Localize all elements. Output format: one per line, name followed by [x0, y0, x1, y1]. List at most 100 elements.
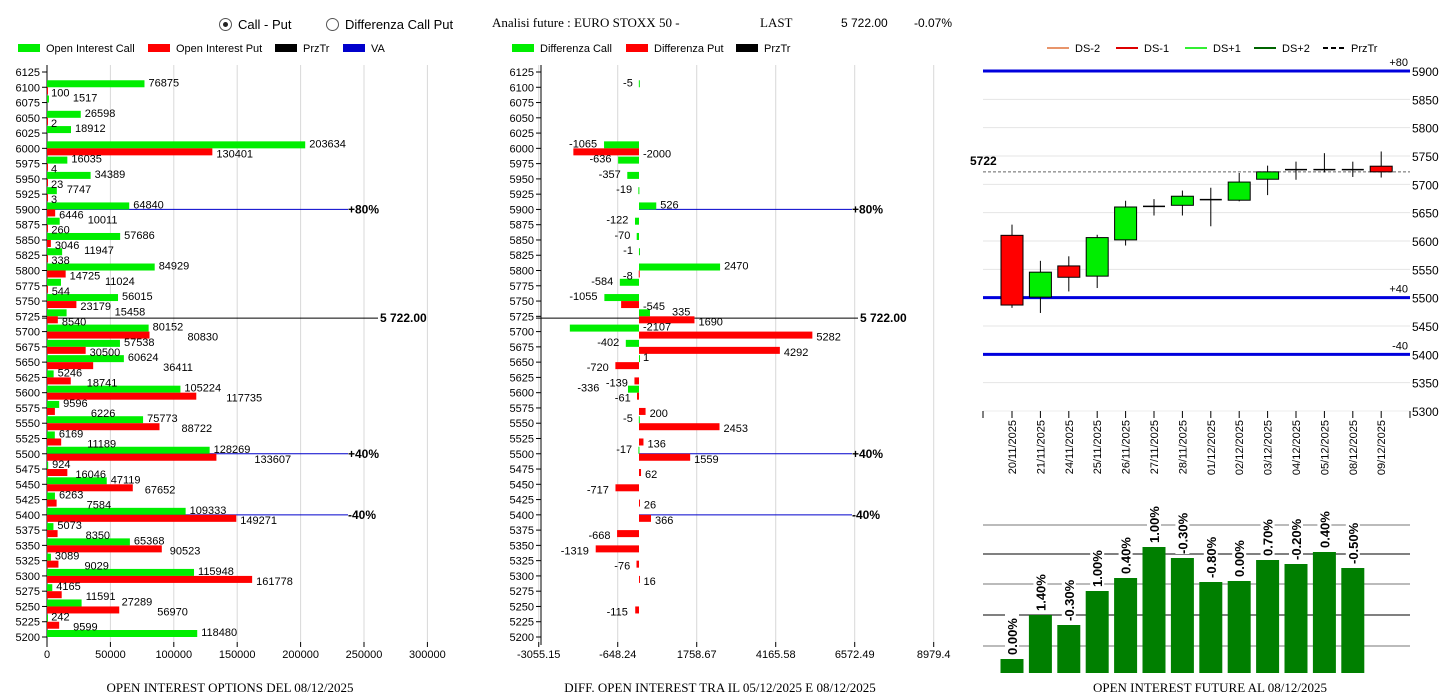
put-value-label: -76 — [614, 561, 630, 573]
call-value-label: 115948 — [198, 566, 234, 578]
legend-swatch — [275, 44, 297, 52]
legend-swatch — [148, 44, 170, 52]
call-bar — [47, 339, 120, 347]
put-value-label: 18741 — [87, 377, 118, 389]
call-value-label: -1055 — [569, 291, 597, 303]
date-label: 04/12/2025 — [1291, 420, 1303, 475]
put-value-label: 6446 — [59, 209, 83, 221]
put-value-label: 62 — [645, 469, 657, 481]
strike-label: 5500 — [510, 449, 534, 461]
call-bar — [47, 156, 68, 164]
call-bar — [619, 278, 639, 286]
radio-differenza[interactable]: Differenza Call Put — [326, 17, 453, 32]
put-bar — [639, 316, 695, 324]
call-value-label: -636 — [590, 154, 612, 166]
put-value-label: -139 — [606, 377, 628, 389]
va-label: -40% — [348, 508, 376, 522]
strike-label: 5375 — [510, 525, 534, 537]
call-bar — [47, 370, 54, 378]
future-oi-bar — [1341, 568, 1365, 673]
call-bar — [47, 80, 145, 88]
strike-label: 6125 — [16, 67, 40, 79]
put-value-label: 6226 — [91, 408, 115, 420]
strike-label: 5250 — [510, 601, 534, 613]
call-value-label: -1065 — [569, 138, 597, 150]
put-bar — [639, 346, 780, 354]
call-value-label: -19 — [616, 184, 632, 196]
radio-call-put[interactable]: Call - Put — [219, 17, 291, 32]
call-value-label: 34389 — [95, 169, 126, 181]
strike-label: 5675 — [16, 342, 40, 354]
call-value-label: 26598 — [85, 108, 116, 120]
put-value-label: 90523 — [170, 545, 201, 557]
bar-label-bg — [1317, 500, 1332, 548]
put-bar — [639, 423, 720, 431]
strike-label: 5225 — [510, 617, 534, 629]
x-tick-label: 200000 — [282, 649, 319, 661]
strike-label: 5525 — [510, 433, 534, 445]
level-label: -40 — [1392, 340, 1408, 352]
call-bar — [47, 294, 119, 302]
call-value-label: -5 — [623, 413, 633, 425]
przTr-label: 5722 — [970, 154, 997, 168]
analysis-title: Analisi future : EURO STOXX 50 - — [492, 15, 680, 30]
put-value-label: 30500 — [90, 347, 121, 359]
strike-label: 5475 — [510, 464, 534, 476]
call-bar — [625, 339, 639, 347]
call-bar — [47, 141, 306, 149]
put-bar — [635, 606, 639, 614]
put-bar — [47, 316, 58, 324]
call-bar — [47, 217, 60, 225]
date-label: 09/12/2025 — [1376, 420, 1388, 475]
strike-label: 5450 — [16, 479, 40, 491]
call-bar — [47, 95, 49, 103]
price-tick-label: 5900 — [1412, 65, 1439, 79]
call-value-label: 1517 — [73, 93, 97, 105]
strike-label: 6050 — [16, 113, 40, 125]
call-value-label: 2470 — [724, 261, 748, 273]
put-value-label: 4 — [51, 164, 57, 176]
call-value-label: 924 — [52, 459, 70, 471]
radio-unselected-icon[interactable] — [326, 18, 339, 31]
bar-label-bg — [1345, 516, 1360, 564]
x-tick-label: 0 — [44, 649, 50, 661]
future-oi-bar — [1312, 552, 1336, 673]
legend-label: PrzTr — [303, 43, 330, 55]
strike-label: 5550 — [510, 418, 534, 430]
x-tick-label: 300000 — [409, 649, 446, 661]
put-value-label: 11591 — [86, 591, 116, 603]
x-tick-label: 100000 — [155, 649, 192, 661]
call-value-label: 64840 — [133, 199, 164, 211]
bar-label-bg — [1147, 495, 1161, 543]
put-bar — [47, 575, 253, 583]
put-bar — [615, 484, 639, 492]
strike-label: 5650 — [16, 357, 40, 369]
put-value-label: 133607 — [254, 454, 291, 466]
date-label: 08/12/2025 — [1348, 420, 1360, 475]
strike-label: 5825 — [16, 250, 40, 262]
bar-pct-label: -0.30% — [1062, 579, 1077, 621]
put-bar — [639, 575, 640, 583]
call-value-label: 526 — [660, 199, 678, 211]
put-value-label: 11189 — [87, 438, 116, 450]
bar-pct-label: 0.40% — [1317, 511, 1332, 548]
put-value-label: 4292 — [784, 347, 808, 359]
radio-diff-label: Differenza Call Put — [345, 17, 454, 32]
call-bar — [47, 263, 155, 271]
strike-label: 5425 — [16, 495, 40, 507]
call-bar — [47, 385, 181, 393]
strike-label: 5400 — [510, 510, 534, 522]
call-value-label: 335 — [672, 306, 690, 318]
call-bar — [569, 324, 639, 332]
put-value-label: 260 — [51, 225, 69, 237]
price-tick-label: 5400 — [1412, 348, 1439, 362]
chart-title: OPEN INTEREST FUTURE AL 08/12/2025 — [1093, 680, 1327, 695]
bar-label-bg — [1033, 563, 1048, 611]
put-bar — [47, 117, 48, 125]
legend-swatch — [343, 44, 365, 52]
x-tick-label: 8979.4 — [917, 649, 951, 661]
radio-selected-icon[interactable] — [219, 18, 232, 31]
call-bar — [639, 202, 657, 210]
put-bar — [639, 331, 813, 339]
